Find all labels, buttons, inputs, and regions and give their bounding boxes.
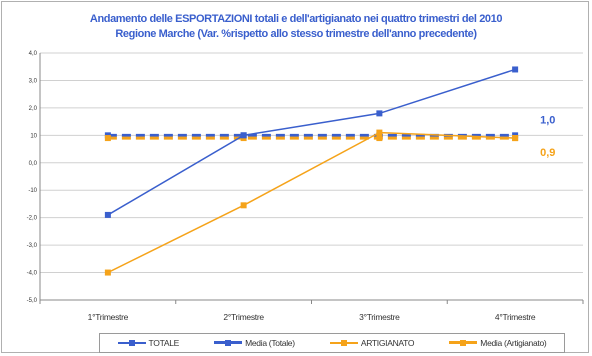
data-point-artigianato xyxy=(240,202,247,209)
legend-item-totale: TOTALE xyxy=(117,338,180,348)
legend-item-artigianato: ARTIGIANATO xyxy=(329,338,415,348)
annotation-label: 1,0 xyxy=(540,114,555,126)
data-point-totale xyxy=(104,211,111,218)
y-tick-label: -4,0 xyxy=(27,271,38,277)
y-tick-label: 10 xyxy=(30,133,37,139)
chart-title-line-2: Regione Marche (Var. %rispetto allo stes… xyxy=(115,28,477,40)
axes xyxy=(39,53,584,304)
data-point-artigianato xyxy=(104,269,111,276)
legend-label: TOTALE xyxy=(148,338,180,348)
y-tick-label: 2,0 xyxy=(29,106,38,112)
legend-swatch xyxy=(449,339,478,347)
legend-swatch xyxy=(117,339,146,347)
series-lines xyxy=(104,66,519,276)
legend-label: Media (Totale) xyxy=(245,338,295,348)
data-point-artigianato xyxy=(512,135,519,142)
x-tick-labels: 1°Trimestre 2°Trimestre 3°Trimestre 4°Trime… xyxy=(88,312,537,322)
grid-lines xyxy=(40,52,583,301)
y-tick-label: -10 xyxy=(28,188,37,194)
legend-label: ARTIGIANATO xyxy=(360,338,415,348)
data-point-artigianato xyxy=(376,129,383,136)
data-point-totale xyxy=(376,110,383,117)
x-tick-label: 1°Trimestre xyxy=(88,312,129,322)
x-tick-label: 4°Trimestre xyxy=(495,312,536,322)
data-point-media-artigianato xyxy=(376,135,383,142)
legend: TOTALE Media (Totale) ARTIGIANATO Media (Ar… xyxy=(99,333,565,353)
data-point-media-artigianato xyxy=(104,135,111,142)
x-tick-label: 2°Trimestre xyxy=(223,312,264,322)
y-tick-label: -5,0 xyxy=(27,298,38,304)
data-point-totale xyxy=(512,66,519,73)
y-tick-label: -3,0 xyxy=(27,243,38,249)
series-line-totale xyxy=(107,68,516,216)
chart-title: Andamento delle ESPORTAZIONI totali e de… xyxy=(0,12,592,42)
chart-title-line-1: Andamento delle ESPORTAZIONI totali e de… xyxy=(89,13,503,25)
y-tick-labels: 4,0 3,0 2,0 10 0,0 -10 -2,0 -3,0 -4,0 -5,0 xyxy=(27,51,38,304)
legend-swatch xyxy=(329,339,358,347)
series-line-artigianato xyxy=(107,131,516,274)
annotation-label: 0,9 xyxy=(540,147,555,159)
y-tick-label: -2,0 xyxy=(27,216,38,222)
y-tick-label: 0,0 xyxy=(29,161,38,167)
legend-item-media-totale: Media (Totale) xyxy=(214,338,295,348)
annotations: 1,0 0,9 xyxy=(540,114,555,159)
x-tick-label: 3°Trimestre xyxy=(359,312,400,322)
data-point-totale xyxy=(240,132,247,139)
legend-swatch xyxy=(214,339,243,347)
legend-item-media-artigianato: Media (Artigianato) xyxy=(449,338,547,348)
legend-label: Media (Artigianato) xyxy=(480,338,547,348)
y-tick-label: 3,0 xyxy=(29,78,38,84)
y-tick-label: 4,0 xyxy=(29,51,38,57)
